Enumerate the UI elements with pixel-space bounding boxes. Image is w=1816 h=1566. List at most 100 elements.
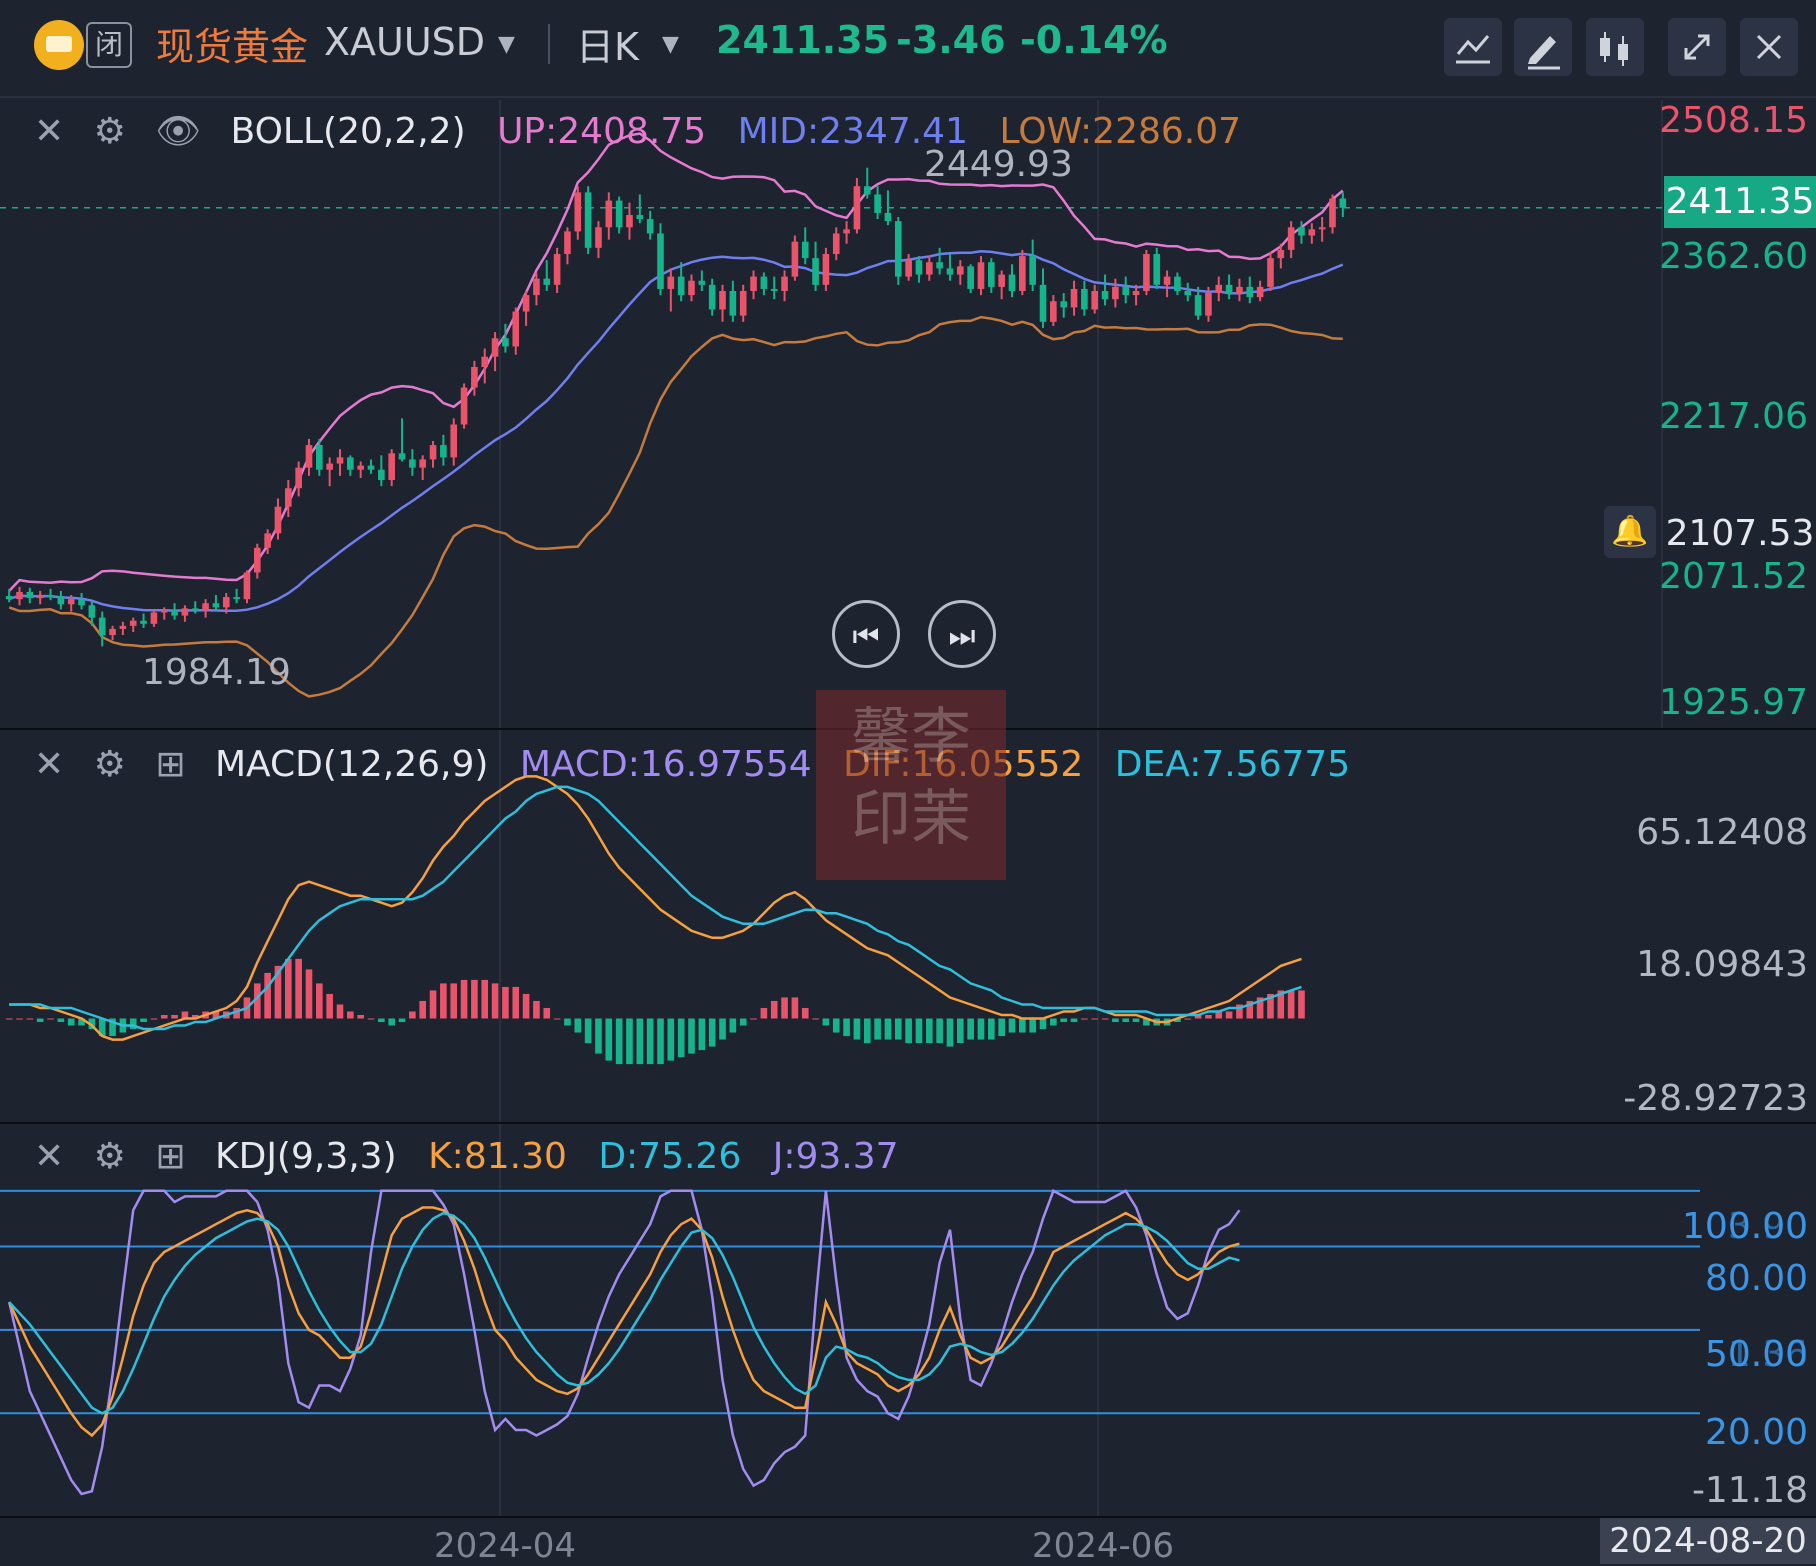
macd-histogram-bar bbox=[1029, 1018, 1036, 1033]
macd-histogram-bar bbox=[677, 1018, 685, 1058]
remove-indicator-close-icon[interactable]: ✕ bbox=[34, 1136, 65, 1177]
candle-body bbox=[739, 290, 747, 316]
candle-body bbox=[1101, 290, 1109, 300]
candle-body bbox=[181, 608, 189, 616]
candle-body bbox=[956, 266, 964, 275]
candle-body bbox=[1008, 274, 1016, 291]
candle-body bbox=[1174, 276, 1181, 291]
cursor-price-tag: 2107.53 bbox=[1664, 508, 1816, 560]
close-chart-button[interactable] bbox=[1740, 18, 1798, 76]
header-divider bbox=[548, 24, 550, 64]
trendline-icon bbox=[1456, 35, 1490, 64]
macd-histogram-bar bbox=[109, 1018, 116, 1037]
macd-value: MACD:16.97554 bbox=[519, 744, 812, 785]
candle-body bbox=[626, 214, 633, 228]
macd-histogram-bar bbox=[657, 1018, 664, 1065]
period-dropdown-chevron-down-icon[interactable]: ▼ bbox=[662, 32, 679, 57]
indicator-settings-gear-icon[interactable]: ⚙ bbox=[93, 111, 126, 152]
add-indicator-plus-icon[interactable]: ⊞ bbox=[155, 744, 186, 785]
close-icon bbox=[1756, 34, 1782, 60]
panel-divider[interactable] bbox=[0, 1122, 1816, 1124]
pencil-icon bbox=[1528, 36, 1560, 70]
d-value: D:75.26 bbox=[598, 1136, 742, 1177]
kdj-axis-tick: 20.00 bbox=[1704, 1412, 1808, 1453]
macd-histogram-bar bbox=[946, 1018, 954, 1047]
macd-histogram-bar bbox=[905, 1018, 912, 1044]
date-axis-label: 2024-06 bbox=[1032, 1526, 1175, 1566]
candle-body bbox=[16, 591, 23, 600]
candle-body bbox=[574, 192, 582, 232]
candle-body bbox=[1339, 198, 1347, 208]
candle-body bbox=[512, 311, 520, 347]
macd-histogram-bar bbox=[1236, 1004, 1243, 1019]
macd-histogram-bar bbox=[853, 1018, 861, 1040]
candle-body bbox=[398, 453, 406, 460]
candle-body bbox=[1029, 256, 1036, 285]
macd-histogram-bar bbox=[1184, 1018, 1192, 1020]
step-forward-button[interactable]: ⏭ bbox=[928, 600, 996, 668]
remove-indicator-close-icon[interactable]: ✕ bbox=[34, 744, 65, 785]
candle-body bbox=[491, 338, 499, 357]
macd-axis-tick: -28.92723 bbox=[1623, 1078, 1808, 1119]
candle-body bbox=[450, 424, 458, 458]
candle-body bbox=[1246, 286, 1254, 298]
toggle-visibility-eye-icon[interactable]: 👁 bbox=[155, 111, 202, 152]
last-date-tag: 2024-08-20 bbox=[1600, 1518, 1816, 1564]
macd-histogram-bar bbox=[450, 983, 458, 1019]
price-axis-tick: 2071.52 bbox=[1659, 556, 1808, 597]
macd-histogram-bar bbox=[409, 1011, 416, 1019]
drawing-tool-button[interactable] bbox=[1514, 18, 1572, 76]
macd-histogram-bar bbox=[191, 1014, 199, 1019]
macd-histogram-bar bbox=[47, 1018, 54, 1020]
macd-histogram-bar bbox=[708, 1018, 716, 1047]
candle-body bbox=[595, 227, 602, 248]
period-selector[interactable]: 日K bbox=[576, 25, 639, 69]
candle-body bbox=[357, 465, 364, 470]
indicator-settings-gear-icon[interactable]: ⚙ bbox=[93, 744, 126, 785]
current-price-tag: 2411.35 bbox=[1664, 176, 1816, 228]
bell-icon[interactable]: 🔔 bbox=[1604, 506, 1656, 558]
macd-histogram-bar bbox=[88, 1018, 96, 1030]
candle-body bbox=[812, 258, 819, 285]
macd-histogram-bar bbox=[57, 1018, 65, 1023]
macd-histogram-bar bbox=[781, 997, 788, 1019]
candle-body bbox=[677, 276, 685, 296]
add-indicator-plus-icon[interactable]: ⊞ bbox=[155, 1136, 186, 1177]
macd-histogram-bar bbox=[791, 997, 799, 1019]
fullscreen-button[interactable] bbox=[1668, 18, 1726, 76]
candle-body bbox=[440, 445, 447, 458]
panel-divider bbox=[0, 1516, 1816, 1518]
step-back-button[interactable]: ⏮ bbox=[832, 600, 900, 668]
watermark-seal: 馨李 印茉 bbox=[816, 690, 1006, 880]
candle-body bbox=[708, 284, 716, 310]
candle-body bbox=[409, 459, 416, 468]
macd-histogram-bar bbox=[512, 986, 520, 1019]
price-change: -3.46 bbox=[896, 18, 1006, 62]
symbol-dropdown-chevron-down-icon[interactable]: ▼ bbox=[498, 32, 515, 57]
boll-mid-value: MID:2347.41 bbox=[737, 111, 968, 152]
kdj-axis-tick: -11.18 bbox=[1691, 1470, 1808, 1511]
macd-histogram-bar bbox=[491, 983, 499, 1019]
macd-histogram-bar bbox=[398, 1018, 406, 1023]
candle-body bbox=[781, 276, 788, 291]
trendline-tool-button[interactable] bbox=[1444, 18, 1502, 76]
candle-body bbox=[863, 186, 871, 195]
indicator-settings-gear-icon[interactable]: ⚙ bbox=[93, 1136, 126, 1177]
macd-histogram-bar bbox=[460, 979, 468, 1019]
candle-body bbox=[1256, 286, 1264, 298]
instrument-symbol[interactable]: XAUUSD bbox=[324, 20, 486, 64]
remove-indicator-close-icon[interactable]: ✕ bbox=[34, 111, 65, 152]
candle-body bbox=[543, 278, 551, 285]
last-price: 2411.35 bbox=[716, 18, 890, 62]
macd-histogram-bar bbox=[357, 1014, 364, 1019]
indicator-tool-button[interactable] bbox=[1586, 18, 1644, 76]
candle-body bbox=[1298, 227, 1305, 236]
macd-histogram-bar bbox=[750, 1018, 757, 1020]
macd-histogram-bar bbox=[1070, 1018, 1078, 1023]
instrument-name[interactable]: 现货黄金 bbox=[156, 25, 309, 69]
candle-body bbox=[522, 295, 530, 312]
market-closed-badge: 闭 bbox=[86, 22, 132, 68]
candle-body bbox=[212, 603, 220, 608]
macd-name: MACD(12,26,9) bbox=[214, 744, 489, 785]
